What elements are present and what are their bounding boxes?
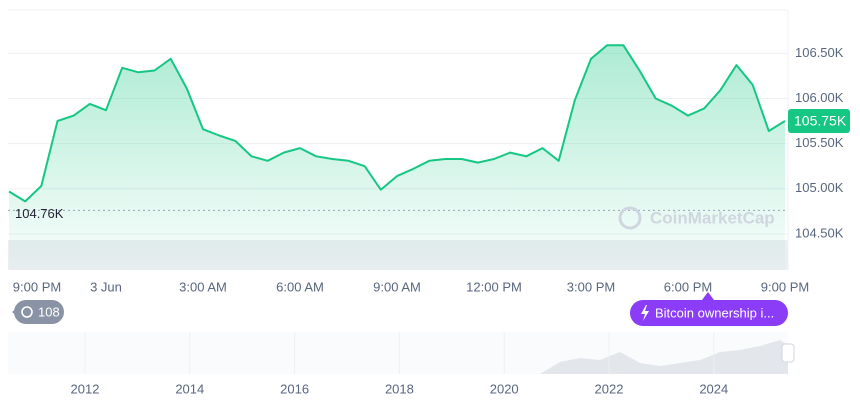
- x-tick-label: 9:00 PM: [13, 279, 61, 294]
- navigator-year: 2018: [385, 381, 414, 396]
- y-tick-label: 106.00K: [795, 90, 844, 105]
- navigator-handle[interactable]: [781, 343, 795, 363]
- price-tag: [788, 109, 850, 134]
- x-tick-label: 6:00 PM: [664, 279, 712, 294]
- price-area: [9, 45, 785, 271]
- y-tick-label: 105.00K: [795, 180, 844, 195]
- price-tag-label: 105.75K: [794, 113, 847, 129]
- watermark-text: CoinMarketCap: [650, 208, 775, 227]
- plot-layer: 104.50K 105.00K 105.50K 106.00K 106.50K 104.7…: [8, 9, 850, 294]
- x-tick-label: 3:00 AM: [179, 279, 227, 294]
- x-tick-label: 3:00 PM: [567, 279, 615, 294]
- navigator-axis: 2012 2014 2016 2018 2020 2022 2024: [71, 332, 728, 396]
- navigator-area: [8, 340, 788, 374]
- reference-label: 104.76K: [15, 206, 64, 221]
- news-badge[interactable]: Bitcoin ownership i...: [630, 292, 788, 326]
- navigator-year: 2020: [490, 381, 519, 396]
- x-tick-label: 9:00 PM: [761, 279, 809, 294]
- navigator-year: 2016: [280, 381, 309, 396]
- x-tick-label: 6:00 AM: [276, 279, 324, 294]
- y-tick-label: 106.50K: [795, 45, 844, 60]
- price-line: [8, 44, 786, 203]
- events-badge[interactable]: 108: [12, 300, 64, 324]
- navigator-year: 2024: [699, 381, 728, 396]
- y-tick-label: 104.50K: [795, 225, 844, 240]
- watermark: CoinMarketCap: [618, 206, 775, 230]
- x-tick-label: 9:00 AM: [373, 279, 421, 294]
- x-tick-label: 3 Jun: [90, 279, 122, 294]
- news-text: Bitcoin ownership i...: [655, 305, 774, 320]
- navigator-year: 2014: [175, 381, 204, 396]
- navigator-year: 2022: [595, 381, 624, 396]
- y-tick-label: 105.50K: [795, 135, 844, 150]
- events-count: 108: [38, 304, 60, 319]
- navigator: [8, 332, 795, 374]
- navigator-year: 2012: [71, 381, 100, 396]
- x-tick-label: 12:00 PM: [466, 279, 522, 294]
